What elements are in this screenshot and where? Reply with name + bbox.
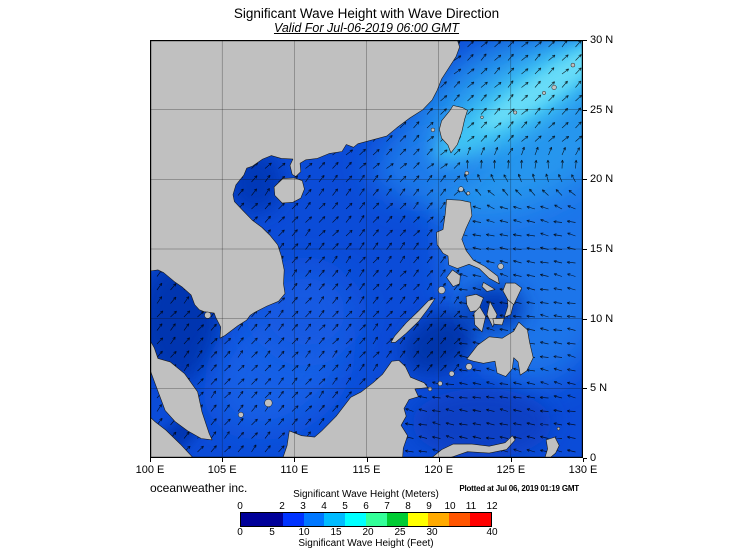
colorbar-segment xyxy=(386,513,408,526)
lat-tick xyxy=(583,388,587,390)
feet-tick-label: 20 xyxy=(362,527,374,538)
meters-tick-label: 3 xyxy=(300,501,306,512)
legend-feet-ticks: 0 5 10 15 20 25 30 40 xyxy=(237,527,497,538)
chart-valid-time: Valid For Jul-06-2019 06:00 GMT xyxy=(273,21,460,35)
feet-tick-label: 10 xyxy=(298,527,310,538)
lat-tick-label: 0 xyxy=(590,452,597,464)
meters-tick-label: 0 xyxy=(237,501,243,512)
colorbar-segment xyxy=(449,513,471,526)
feet-tick-label: 0 xyxy=(237,527,243,538)
lat-tick xyxy=(583,179,587,181)
lat-tick xyxy=(583,40,587,41)
lat-tick xyxy=(583,249,587,250)
lon-tick xyxy=(438,458,440,462)
legend-meters-ticks: 0 2 3 4 5 6 7 8 9 10 11 12 xyxy=(237,501,497,512)
lat-tick-label: 20 N xyxy=(590,173,614,186)
meters-tick-label: 4 xyxy=(321,501,327,512)
meters-tick-label: 11 xyxy=(465,501,477,512)
chart-title: Significant Wave Height with Wave Direct… xyxy=(233,6,500,21)
meters-tick-label: 9 xyxy=(426,501,432,512)
lon-tick xyxy=(222,458,224,462)
feet-tick-label: 25 xyxy=(394,527,406,538)
plotted-timestamp: Plotted at Jul 06, 2019 01:19 GMT xyxy=(459,484,579,493)
lon-tick xyxy=(510,458,512,462)
lon-tick-label: 105 E xyxy=(207,464,237,476)
lat-tick-label: 10 N xyxy=(590,312,614,325)
legend-meters-title: Significant Wave Height (Meters) xyxy=(293,489,439,500)
colorbar-segment xyxy=(428,513,450,526)
meters-tick-label: 2 xyxy=(279,501,285,512)
lat-tick-label: 15 N xyxy=(590,243,614,255)
meters-tick-label: 10 xyxy=(444,501,456,512)
lat-tick-label: 30 N xyxy=(590,34,614,46)
lon-tick-label: 100 E xyxy=(135,464,165,476)
lat-tick xyxy=(583,458,587,459)
meters-tick-label: 12 xyxy=(486,501,498,512)
colorbar xyxy=(240,512,492,527)
colorbar-segment xyxy=(324,513,346,526)
lon-tick xyxy=(294,458,296,462)
colorbar-segment xyxy=(241,513,283,526)
wave-map-svg xyxy=(150,40,583,458)
lon-tick xyxy=(583,458,584,462)
feet-tick-label: 15 xyxy=(330,527,342,538)
colorbar-segment xyxy=(303,513,325,526)
lat-tick xyxy=(583,109,587,111)
lon-tick-label: 115 E xyxy=(352,464,381,476)
colorbar-segment xyxy=(282,513,304,526)
feet-tick-label: 40 xyxy=(486,527,498,538)
lat-tick xyxy=(583,318,587,320)
lon-tick xyxy=(150,458,151,462)
feet-tick-label: 5 xyxy=(269,527,275,538)
credit-text: oceanweather inc. xyxy=(150,481,248,495)
meters-tick-label: 5 xyxy=(342,501,348,512)
lon-tick xyxy=(366,458,368,462)
legend-feet-title: Significant Wave Height (Feet) xyxy=(298,538,434,549)
meters-tick-label: 6 xyxy=(363,501,369,512)
colorbar-legend: Significant Wave Height (Meters) 0 2 3 4 5 6 7… xyxy=(237,489,497,550)
colorbar-segment xyxy=(470,513,491,526)
colorbar-segment xyxy=(345,513,366,526)
map-area xyxy=(150,40,583,458)
colorbar-segment xyxy=(407,513,429,526)
lon-tick-label: 120 E xyxy=(424,464,454,476)
meters-tick-label: 8 xyxy=(405,501,411,512)
colorbar-segment xyxy=(365,513,387,526)
lon-tick-label: 110 E xyxy=(280,464,309,476)
lon-tick-label: 125 E xyxy=(496,464,526,476)
lon-tick-label: 130 E xyxy=(568,464,598,476)
feet-tick-label: 30 xyxy=(426,527,438,538)
lat-tick-label: 5 N xyxy=(590,382,608,395)
meters-tick-label: 7 xyxy=(384,501,390,512)
lat-tick-label: 25 N xyxy=(590,103,614,116)
